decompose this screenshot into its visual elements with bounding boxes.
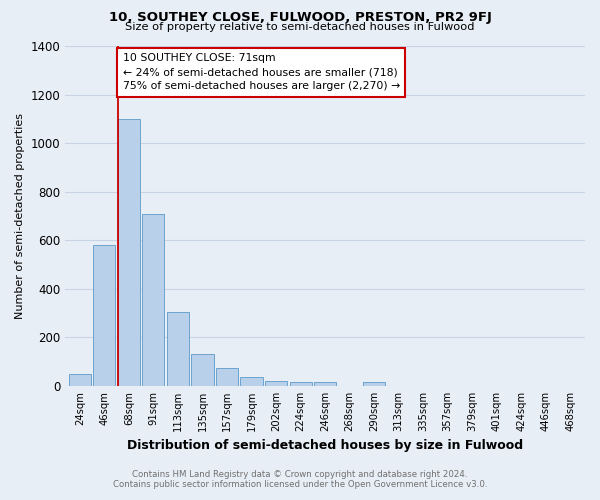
Bar [314, 382, 336, 386]
Bar [191, 354, 214, 386]
X-axis label: Distribution of semi-detached houses by size in Fulwood: Distribution of semi-detached houses by … [127, 440, 523, 452]
Text: 10 SOUTHEY CLOSE: 71sqm
← 24% of semi-detached houses are smaller (718)
75% of s: 10 SOUTHEY CLOSE: 71sqm ← 24% of semi-de… [123, 54, 400, 92]
Text: Size of property relative to semi-detached houses in Fulwood: Size of property relative to semi-detach… [125, 22, 475, 32]
Bar [363, 382, 385, 386]
Bar [216, 368, 238, 386]
Text: Contains HM Land Registry data © Crown copyright and database right 2024.
Contai: Contains HM Land Registry data © Crown c… [113, 470, 487, 489]
Bar [94, 245, 115, 386]
Bar [167, 312, 189, 386]
Bar [69, 374, 91, 386]
Bar [290, 382, 311, 386]
Bar [265, 381, 287, 386]
Y-axis label: Number of semi-detached properties: Number of semi-detached properties [15, 113, 25, 319]
Text: 10, SOUTHEY CLOSE, FULWOOD, PRESTON, PR2 9FJ: 10, SOUTHEY CLOSE, FULWOOD, PRESTON, PR2… [109, 11, 491, 24]
Bar [241, 378, 263, 386]
Bar [118, 119, 140, 386]
Bar [142, 214, 164, 386]
